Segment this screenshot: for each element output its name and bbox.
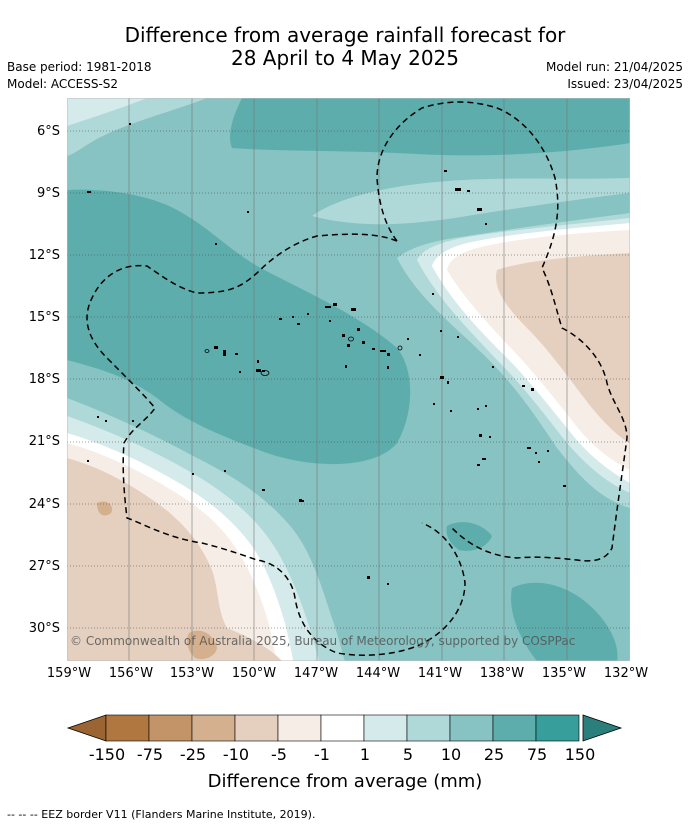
colorbar-label-7: 1 (359, 745, 371, 764)
colorbar-cell-2 (148, 714, 193, 742)
colorbar (66, 714, 623, 742)
lon-label-144w: 144°W (355, 666, 401, 681)
band-5-10-east (312, 178, 630, 225)
meta-right: Model run: 21/04/2025 Issued: 23/04/2025 (546, 59, 683, 93)
colorbar-cell-3 (191, 714, 236, 742)
colorbar-cell-8 (406, 714, 451, 742)
lon-label-135w: 135°W (541, 666, 587, 681)
colorbar-cell-6 (320, 714, 365, 742)
lon-label-153w: 153°W (169, 666, 215, 681)
band-neg5-neg10-sw (67, 458, 282, 661)
colorbar-label-5: -5 (271, 745, 287, 764)
model-run: Model run: 21/04/2025 (545, 60, 683, 74)
base-period: Base period: 1981-2018 (7, 60, 152, 74)
colorbar-over-arrow (582, 714, 623, 742)
colorbar-label-6: -1 (314, 745, 330, 764)
band-25-75-small (446, 522, 492, 551)
lon-label-147w: 147°W (293, 666, 339, 681)
lon-label-141w: 141°W (417, 666, 463, 681)
model-name: Model: ACCESS-S2 (7, 77, 119, 91)
band-neg10-neg25-spot1 (97, 501, 113, 516)
colorbar-label-11: 75 (526, 745, 548, 764)
map-title: Difference from average rainfall forecas… (0, 24, 690, 70)
colorbar-label-8: 5 (402, 745, 414, 764)
lon-label-138w: 138°W (479, 666, 525, 681)
colorbar-cells (105, 714, 580, 742)
band-neg10-neg25-spot2 (187, 630, 217, 660)
colorbar-cell-4 (234, 714, 279, 742)
colorbar-label-3: -25 (179, 745, 207, 764)
lat-label-15s: 15°S (28, 310, 60, 325)
lon-label-132w: 132°W (603, 666, 649, 681)
band-1-5-nw (67, 98, 147, 126)
lon-label-159w: 159°W (46, 666, 92, 681)
lat-label-9s: 9°S (36, 186, 60, 201)
lat-label-21s: 21°S (28, 434, 60, 449)
colorbar-cell-11 (535, 714, 580, 742)
rainfall-map (67, 98, 630, 661)
colorbar-under-arrow (66, 714, 107, 742)
band-25-75-central (67, 189, 411, 465)
title-line-1: Difference from average rainfall forecas… (124, 23, 566, 47)
eez-legend-note: -- -- -- EEZ border V11 (Flanders Marine… (7, 808, 316, 821)
colorbar-cell-7 (363, 714, 408, 742)
lat-label-30s: 30°S (28, 621, 60, 636)
copyright-notice: © Commonwealth of Australia 2025, Bureau… (70, 634, 576, 648)
colorbar-label-10: 25 (483, 745, 505, 764)
colorbar-label-9: 10 (440, 745, 462, 764)
lat-label-12s: 12°S (28, 248, 60, 263)
lon-gridlines (128, 98, 568, 661)
map-frame (67, 98, 630, 661)
meta-left: Base period: 1981-2018 Model: ACCESS-S2 (7, 59, 152, 93)
islands (87, 123, 566, 585)
lat-label-18s: 18°S (28, 372, 60, 387)
colorbar-label-2: -75 (136, 745, 164, 764)
colorbar-cell-10 (492, 714, 537, 742)
title-line-2: 28 April to 4 May 2025 (231, 46, 459, 70)
band-neg5-neg10-east (496, 253, 630, 443)
band-25-75-north (230, 98, 630, 156)
lat-gridlines (67, 130, 630, 629)
issued-date: Issued: 23/04/2025 (567, 77, 683, 91)
atolls (204, 336, 403, 376)
lon-label-156w: 156°W (108, 666, 154, 681)
lat-label-6s: 6°S (36, 124, 60, 139)
colorbar-label-12: 150 (564, 745, 596, 764)
lat-label-27s: 27°S (28, 559, 60, 574)
eez-borders (86, 101, 628, 656)
lat-label-24s: 24°S (28, 497, 60, 512)
colorbar-title: Difference from average (mm) (207, 771, 483, 792)
colorbar-cell-9 (449, 714, 494, 742)
lon-label-150w: 150°W (231, 666, 277, 681)
band-25-75-se (511, 582, 618, 661)
colorbar-cell-5 (277, 714, 322, 742)
colorbar-cell-1 (105, 714, 150, 742)
colorbar-label-1: -150 (88, 745, 126, 764)
colorbar-label-4: -10 (222, 745, 250, 764)
